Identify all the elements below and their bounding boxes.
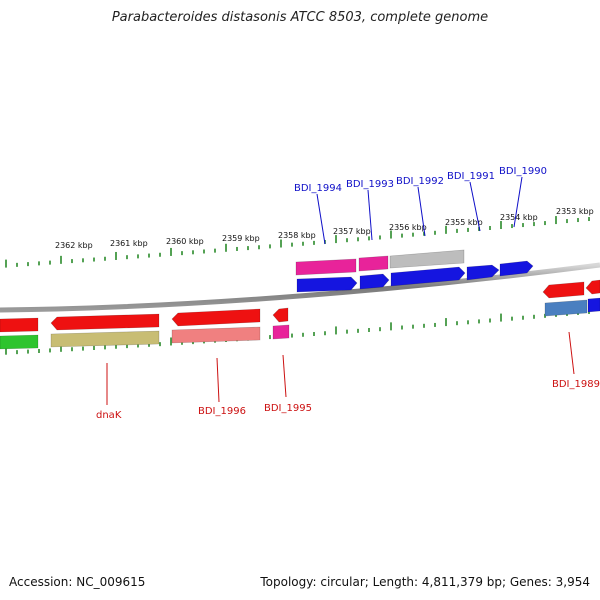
gene-label-bdi-1994[interactable]: BDI_1994	[294, 183, 342, 194]
reverse-strand-genes	[0, 279, 600, 350]
gene-feature-bdi-1992-grey[interactable]	[389, 249, 465, 269]
tick-label: 2360 kbp	[166, 237, 204, 246]
tick-label: 2362 kbp	[55, 241, 93, 250]
gene-feature-bdi-1989-steelblue[interactable]	[544, 299, 588, 317]
leader-line-bdi-1989	[568, 331, 575, 375]
gene-feature-right-edge-blue[interactable]	[587, 297, 600, 313]
leader-line-bdi-1994	[316, 193, 326, 245]
gene-feature-bdi-1995-red[interactable]	[272, 307, 289, 323]
leader-line-bdi-1996	[216, 357, 220, 403]
gene-feature-bdi-1994[interactable]	[296, 276, 358, 293]
gene-feature-dnak-red[interactable]	[50, 313, 160, 331]
tick-label: 2361 kbp	[110, 239, 148, 248]
tick-label: 2359 kbp	[222, 234, 260, 243]
gene-label-bdi-1989[interactable]: BDI_1989	[552, 379, 600, 390]
leader-line-bdi-1993	[367, 189, 373, 241]
forward-strand-genes	[295, 249, 534, 293]
gene-feature-bdi-1996-red[interactable]	[171, 308, 261, 327]
gene-label-bdi-1991[interactable]: BDI_1991	[447, 171, 495, 182]
tick-label: 2354 kbp	[500, 213, 538, 222]
tick-labels: 2362 kbp 2361 kbp 2360 kbp 2359 kbp 2358 kbp…	[55, 207, 594, 250]
gene-feature-dnak-khaki[interactable]	[50, 330, 160, 348]
accession-text: Accession: NC_009615	[9, 575, 146, 589]
gene-label-bdi-1996[interactable]: BDI_1996	[198, 406, 246, 417]
gene-label-dnak[interactable]: dnaK	[96, 410, 122, 421]
gene-feature-left-green[interactable]	[0, 334, 39, 350]
leader-line-bdi-1990	[513, 176, 523, 228]
upper-tick-track	[5, 216, 590, 268]
genome-summary-text: Topology: circular; Length: 4,811,379 bp…	[260, 575, 590, 589]
genome-backbone	[0, 262, 600, 313]
gene-feature-right-edge-red[interactable]	[585, 279, 600, 295]
leader-line-bdi-1995	[282, 354, 287, 398]
map-title: Parabacteroides distasonis ATCC 8503, co…	[111, 10, 489, 25]
gene-feature-bdi-1993-rna[interactable]	[358, 255, 389, 272]
gene-label-bdi-1993[interactable]: BDI_1993	[346, 179, 394, 190]
gene-feature-bdi-1993[interactable]	[359, 273, 390, 290]
leader-line-bdi-1991	[469, 181, 481, 232]
gene-label-bdi-1990[interactable]: BDI_1990	[499, 166, 547, 177]
gene-label-bdi-1992[interactable]: BDI_1992	[396, 176, 444, 187]
gene-labels-above: BDI_1994 BDI_1993 BDI_1992 BDI_1991 BDI_…	[294, 166, 547, 245]
gene-feature-bdi-1989-red[interactable]	[542, 281, 585, 299]
gene-label-bdi-1995[interactable]: BDI_1995	[264, 403, 312, 414]
tick-label: 2353 kbp	[556, 207, 594, 216]
gene-feature-bdi-1992[interactable]	[390, 266, 466, 287]
gene-feature-bdi-1996-salmon[interactable]	[171, 326, 261, 344]
tick-label: 2357 kbp	[333, 227, 371, 236]
gene-feature-bdi-1994-rna[interactable]	[295, 258, 357, 276]
gene-feature-bdi-1991[interactable]	[466, 264, 500, 281]
gene-feature-bdi-1990[interactable]	[499, 260, 534, 277]
tick-label: 2358 kbp	[278, 231, 316, 240]
gene-feature-left-red[interactable]	[0, 317, 39, 333]
tick-label: 2355 kbp	[445, 218, 483, 227]
gene-labels-below: dnaK BDI_1996 BDI_1995 BDI_1989	[96, 331, 600, 421]
tick-label: 2356 kbp	[389, 223, 427, 232]
leader-line-bdi-1992	[417, 186, 426, 237]
gene-feature-bdi-1995-pink[interactable]	[272, 324, 290, 340]
